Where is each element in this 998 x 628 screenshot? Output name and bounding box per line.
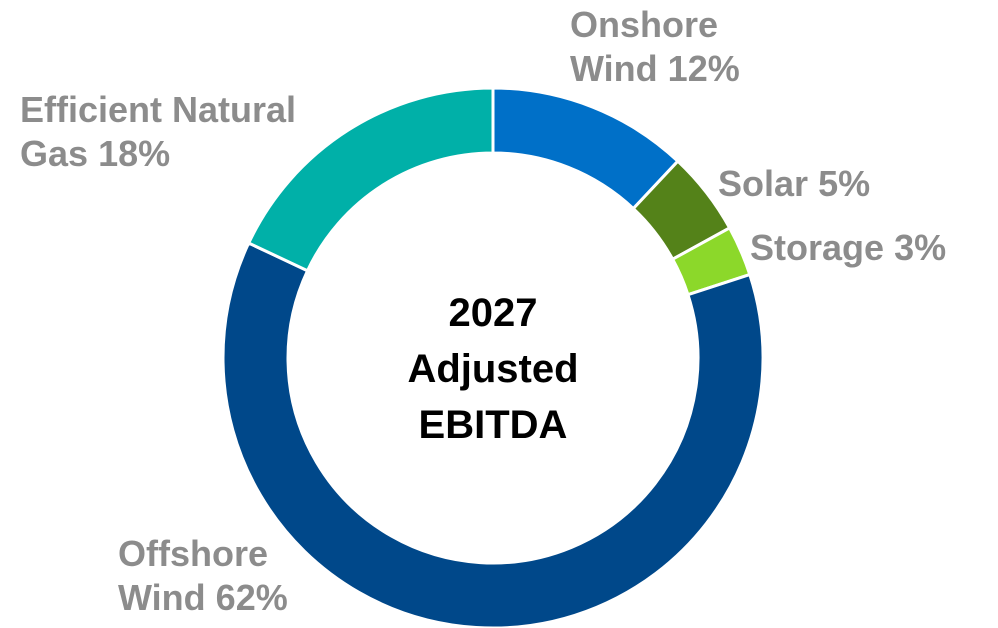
value-label: 12%: [667, 48, 740, 89]
category-name: Offshore Wind: [118, 533, 269, 618]
donut-slice: [221, 241, 765, 628]
category-name: Efficient Natural Gas: [20, 89, 297, 174]
value-label: 5%: [818, 163, 871, 204]
value-label: 18%: [98, 133, 171, 174]
category-name: Onshore Wind: [570, 4, 719, 89]
slice-label: Offshore Wind 62%: [118, 532, 338, 620]
category-name: Storage: [750, 227, 885, 268]
value-label: 3%: [894, 227, 947, 268]
chart-title: 2027 Adjusted EBITDA: [407, 291, 579, 447]
slice-label: Efficient Natural Gas 18%: [20, 88, 350, 176]
slice-label: Solar 5%: [718, 162, 958, 206]
slice-label: Storage 3%: [750, 226, 998, 270]
slice-label: Onshore Wind 12%: [570, 3, 790, 91]
donut-slice: [246, 86, 495, 273]
category-name: Solar: [718, 163, 809, 204]
value-label: 62%: [215, 577, 288, 618]
